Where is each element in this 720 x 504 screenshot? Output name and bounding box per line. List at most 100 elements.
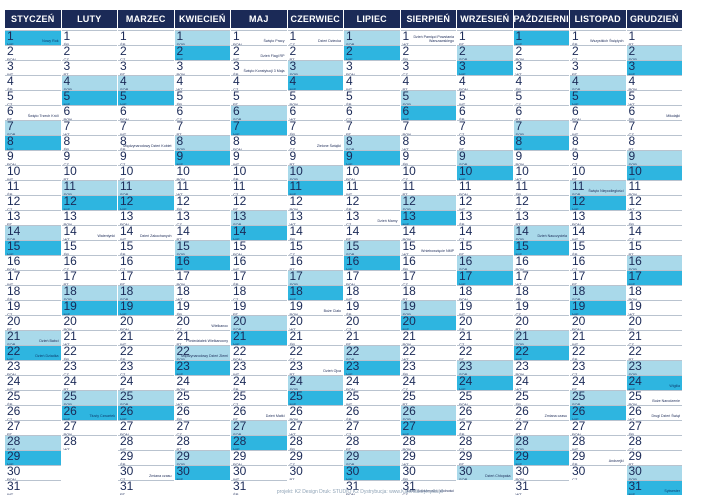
day-cell[interactable]: 29 NIE [5, 450, 61, 465]
day-cell[interactable]: 25 NIE [287, 390, 343, 405]
day-cell[interactable]: 10 PT [118, 165, 174, 180]
day-cell[interactable]: 14 WT Walentynki [61, 225, 117, 240]
day-cell[interactable]: 20 PON [61, 315, 117, 330]
day-cell[interactable]: 17 PT [118, 270, 174, 285]
day-cell[interactable]: 10 WT [5, 165, 61, 180]
day-cell[interactable]: 18 ŚR [513, 285, 569, 300]
day-cell[interactable]: 6 PON [61, 105, 117, 120]
day-cell[interactable]: 21 WT [570, 330, 626, 345]
day-cell[interactable]: 13 PON [61, 210, 117, 225]
day-cell[interactable]: 9 NIE [344, 150, 400, 165]
day-cell[interactable]: 6 CZ [174, 105, 230, 120]
day-cell[interactable]: 3 PT [570, 60, 626, 75]
day-cell[interactable]: 16 NIE [344, 255, 400, 270]
day-cell[interactable]: 17 ŚR [231, 270, 287, 285]
day-cell[interactable]: 8 CZ Zielone Świątki [287, 135, 343, 150]
day-cell[interactable]: 19 NIE [118, 300, 174, 315]
day-cell[interactable]: 9 SOB [626, 150, 682, 165]
day-cell[interactable]: 16 PON [5, 255, 61, 270]
day-cell[interactable]: 18 ŚR [5, 285, 61, 300]
day-cell[interactable]: 29 WT [400, 450, 456, 465]
day-cell[interactable]: 9 PON [513, 150, 569, 165]
day-cell[interactable]: 2 PON [513, 45, 569, 60]
day-cell[interactable]: 21 NIE [231, 330, 287, 345]
day-cell[interactable]: 1 NIE Nowy Rok [5, 30, 61, 45]
day-cell[interactable]: 11 PON [457, 180, 513, 195]
day-cell[interactable]: 30 CZ Zmiana czasu [118, 465, 174, 480]
day-cell[interactable]: 23 PON [513, 360, 569, 375]
day-cell[interactable]: 23 CZ [118, 360, 174, 375]
day-cell[interactable]: 18 NIE [287, 285, 343, 300]
day-cell[interactable]: 7 WT [570, 120, 626, 135]
day-cell[interactable]: 12 CZ [513, 195, 569, 210]
day-cell[interactable]: 16 WT [231, 255, 287, 270]
day-cell[interactable]: 15 CZ [287, 240, 343, 255]
day-cell[interactable]: 7 PT [174, 120, 230, 135]
day-cell[interactable]: 19 NIE [570, 300, 626, 315]
day-cell[interactable]: 24 PT [118, 375, 174, 390]
day-cell[interactable]: 22 PON [231, 345, 287, 360]
day-cell[interactable]: 14 CZ [626, 225, 682, 240]
day-cell[interactable]: 12 SOB [400, 195, 456, 210]
day-cell[interactable]: 2 WT Dzień Flagi RP [231, 45, 287, 60]
day-cell[interactable]: 7 CZ [626, 120, 682, 135]
day-cell[interactable]: 4 NIE [287, 75, 343, 90]
day-cell[interactable]: 19 PON Boże Ciało [287, 300, 343, 315]
day-cell[interactable]: 3 PT [61, 60, 117, 75]
day-cell[interactable]: 23 SOB [457, 360, 513, 375]
day-cell[interactable]: 21 ŚR [287, 330, 343, 345]
day-cell[interactable]: 4 SOB [118, 75, 174, 90]
day-cell[interactable]: 3 NIE [457, 60, 513, 75]
day-cell[interactable]: 28 PT [344, 435, 400, 450]
day-cell[interactable]: 28 NIE [231, 435, 287, 450]
day-cell[interactable]: 16 SOB [626, 255, 682, 270]
day-cell[interactable]: 23 SOB [626, 360, 682, 375]
day-cell[interactable]: 13 PON [570, 210, 626, 225]
day-cell[interactable]: 1 PT [626, 30, 682, 45]
day-cell[interactable]: 31 NIE Sylwester [626, 480, 682, 495]
day-cell[interactable]: 18 WT [344, 285, 400, 300]
day-cell[interactable]: 3 SOB [287, 60, 343, 75]
day-cell[interactable]: 26 SOB [400, 405, 456, 420]
day-cell[interactable]: 1 CZ Dzień Dziecka [287, 30, 343, 45]
day-cell[interactable]: 8 PON [231, 135, 287, 150]
day-cell[interactable]: 10 PON [174, 165, 230, 180]
day-cell[interactable]: 30 WT [231, 465, 287, 480]
day-cell[interactable]: 26 CZ [5, 405, 61, 420]
day-cell[interactable]: 25 PT [400, 390, 456, 405]
day-cell[interactable]: 25 SOB [570, 390, 626, 405]
day-cell[interactable]: 26 NIE [570, 405, 626, 420]
day-cell[interactable]: 25 ŚR [5, 390, 61, 405]
day-cell[interactable]: 13 ŚR [626, 210, 682, 225]
day-cell[interactable]: 17 PT [570, 270, 626, 285]
day-cell[interactable]: 14 ŚR [287, 225, 343, 240]
day-cell[interactable]: 2 PON [5, 45, 61, 60]
day-cell[interactable]: 18 PT [400, 285, 456, 300]
day-cell[interactable]: 1 ŚR [61, 30, 117, 45]
day-cell[interactable]: 16 NIE [174, 255, 230, 270]
day-cell[interactable]: 18 SOB [570, 285, 626, 300]
day-cell[interactable]: 4 WT [174, 75, 230, 90]
day-cell[interactable]: 12 WT [626, 195, 682, 210]
day-cell[interactable]: 18 WT [174, 285, 230, 300]
day-cell[interactable]: 20 WT [287, 315, 343, 330]
day-cell[interactable]: 1 ŚR [118, 30, 174, 45]
day-cell[interactable]: 8 WT [400, 135, 456, 150]
day-cell[interactable]: 30 NIE [344, 465, 400, 480]
day-cell[interactable]: 21 PT Poniedziałek Wielkanocny [174, 330, 230, 345]
day-cell[interactable]: 14 PON [400, 225, 456, 240]
day-cell[interactable]: 13 NIE [400, 210, 456, 225]
day-cell[interactable]: 13 ŚR [457, 210, 513, 225]
day-cell[interactable]: 15 PT [626, 240, 682, 255]
day-cell[interactable]: 23 CZ [61, 360, 117, 375]
day-cell[interactable]: 15 ŚR [61, 240, 117, 255]
day-cell[interactable]: 7 ŚR [287, 120, 343, 135]
day-cell[interactable]: 15 NIE [513, 240, 569, 255]
day-cell[interactable]: 22 SOB Międzynarodowy Dzień Ziemi [174, 345, 230, 360]
day-cell[interactable]: 4 PT [400, 75, 456, 90]
day-cell[interactable]: 3 CZ [400, 60, 456, 75]
day-cell[interactable]: 17 WT [5, 270, 61, 285]
day-cell[interactable]: 19 WT [626, 300, 682, 315]
day-cell[interactable]: 14 CZ [457, 225, 513, 240]
day-cell[interactable]: 20 CZ Wielkanoc [174, 315, 230, 330]
